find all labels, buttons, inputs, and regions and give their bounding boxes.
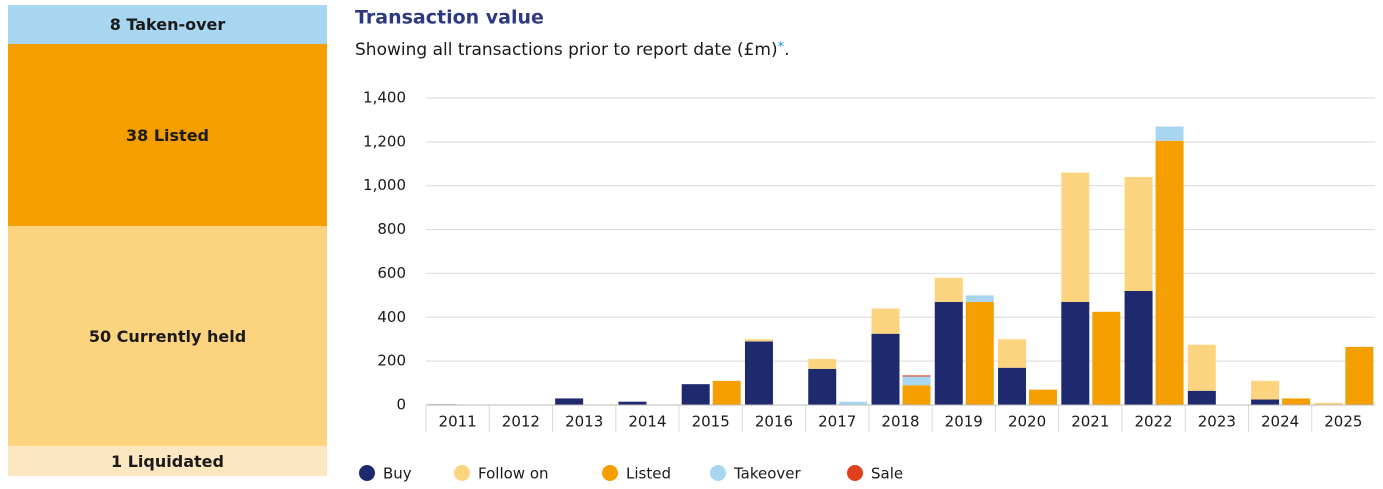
legend-label: Follow on bbox=[478, 465, 549, 483]
legend-label: Listed bbox=[626, 465, 671, 483]
bar-segment bbox=[1251, 380, 1280, 400]
chart-subtitle: Showing all transactions prior to report… bbox=[355, 40, 790, 61]
bar-segment bbox=[744, 339, 773, 342]
x-tick-label: 2012 bbox=[502, 413, 540, 431]
x-tick-label: 2016 bbox=[755, 413, 793, 431]
bar-segment bbox=[1061, 172, 1090, 302]
bar-segment bbox=[1314, 402, 1343, 405]
bar-segment bbox=[934, 277, 963, 302]
y-tick-label: 1,400 bbox=[363, 89, 406, 107]
y-tick-label: 0 bbox=[396, 396, 406, 414]
legend-swatch bbox=[359, 465, 375, 481]
subtitle-end: . bbox=[784, 40, 789, 60]
x-tick-label: 2022 bbox=[1134, 413, 1172, 431]
x-tick-label: 2023 bbox=[1198, 413, 1236, 431]
bar-segment bbox=[839, 401, 868, 405]
bar-segment bbox=[1029, 389, 1058, 405]
bar-segment bbox=[1187, 344, 1216, 391]
bar-segment bbox=[902, 385, 931, 405]
legend-label: Sale bbox=[871, 465, 903, 483]
x-tick-label: 2015 bbox=[692, 413, 730, 431]
chart-title: Transaction value bbox=[355, 7, 544, 29]
bar-segment bbox=[1251, 399, 1280, 405]
y-tick-label: 600 bbox=[377, 264, 406, 282]
subtitle-text: Showing all transactions prior to report… bbox=[355, 40, 778, 60]
bar-segment bbox=[681, 384, 710, 405]
bar-segment bbox=[871, 333, 900, 405]
legend-label: Takeover bbox=[733, 465, 802, 483]
portfolio-block: 38 Listed bbox=[8, 44, 327, 226]
portfolio-block: 50 Currently held bbox=[8, 226, 327, 446]
bar-segment bbox=[744, 341, 773, 405]
bar-segment bbox=[808, 358, 837, 369]
bar-segment bbox=[1187, 390, 1216, 405]
bar-segment bbox=[902, 375, 931, 377]
y-tick-label: 1,000 bbox=[363, 176, 406, 194]
bar-segment bbox=[965, 301, 994, 405]
bar-segment bbox=[1155, 126, 1184, 141]
portfolio-block: 1 Liquidated bbox=[8, 446, 327, 476]
bar-segment bbox=[555, 398, 584, 405]
bar-segment bbox=[1124, 176, 1153, 291]
legend-swatch bbox=[454, 465, 470, 481]
subtitle-marker: * bbox=[778, 40, 785, 55]
x-tick-label: 2017 bbox=[818, 413, 856, 431]
y-tick-label: 800 bbox=[377, 220, 406, 238]
portfolio-block: 8 Taken-over bbox=[8, 5, 327, 44]
bar-segment bbox=[1282, 398, 1311, 405]
bar-segment bbox=[998, 367, 1027, 405]
bar-segment bbox=[871, 308, 900, 334]
x-tick-label: 2020 bbox=[1008, 413, 1046, 431]
bar-segment bbox=[712, 380, 741, 405]
x-tick-label: 2013 bbox=[565, 413, 603, 431]
bar-segment bbox=[618, 401, 647, 405]
bar-segment bbox=[1061, 301, 1090, 405]
legend-swatch bbox=[710, 465, 726, 481]
bar-segment bbox=[1155, 140, 1184, 405]
legend-swatch bbox=[847, 465, 863, 481]
x-tick-label: 2025 bbox=[1324, 413, 1362, 431]
legend-label: Buy bbox=[383, 465, 412, 483]
y-tick-label: 400 bbox=[377, 308, 406, 326]
bar-segment bbox=[808, 368, 837, 405]
x-tick-label: 2018 bbox=[881, 413, 919, 431]
legend-swatch bbox=[602, 465, 618, 481]
bar-segment bbox=[934, 301, 963, 405]
bar-segment bbox=[1092, 311, 1121, 405]
x-tick-label: 2021 bbox=[1071, 413, 1109, 431]
x-tick-label: 2011 bbox=[439, 413, 477, 431]
y-tick-label: 200 bbox=[377, 352, 406, 370]
x-tick-label: 2019 bbox=[945, 413, 983, 431]
bar-segment bbox=[998, 339, 1027, 368]
bar-segment bbox=[965, 295, 994, 302]
x-tick-label: 2014 bbox=[628, 413, 666, 431]
x-tick-label: 2024 bbox=[1261, 413, 1299, 431]
portfolio-panel: 8 Taken-over 38 Listed 50 Currently held 1 … bbox=[8, 5, 327, 476]
bar-segment bbox=[1345, 346, 1374, 405]
bar-segment bbox=[902, 376, 931, 386]
bar-segment bbox=[1124, 290, 1153, 405]
y-tick-label: 1,200 bbox=[363, 132, 406, 150]
